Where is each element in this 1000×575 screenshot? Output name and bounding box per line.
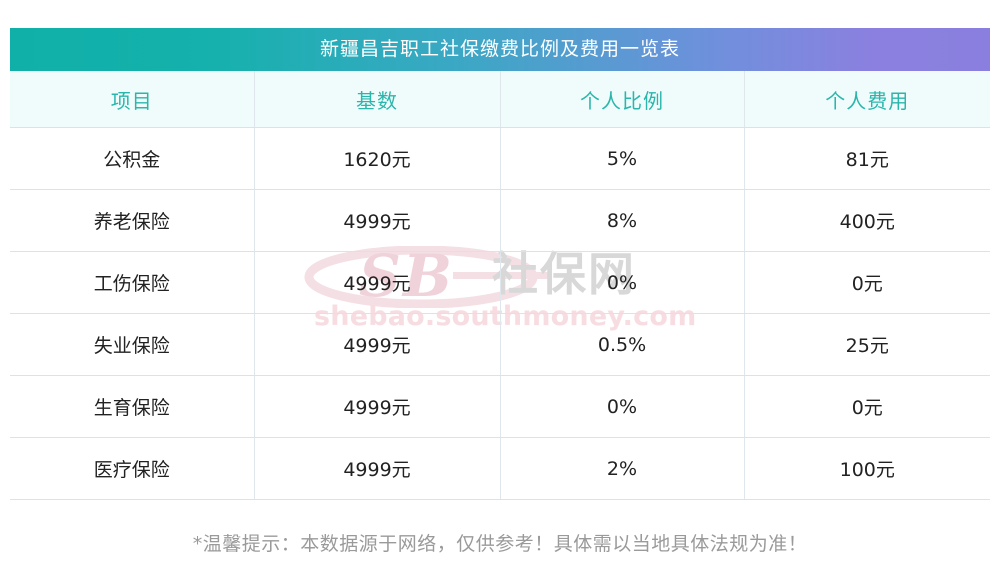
column-header-item: 项目 <box>10 71 255 128</box>
cell-item: 公积金 <box>10 127 255 190</box>
table-row: 失业保险 4999元 0.5% 25元 <box>10 313 990 376</box>
table-title: 新疆昌吉职工社保缴费比例及费用一览表 <box>10 28 990 71</box>
cell-base: 4999元 <box>254 437 501 500</box>
cell-item: 生育保险 <box>10 375 255 438</box>
cell-base: 1620元 <box>254 127 501 190</box>
cell-rate: 0% <box>500 251 745 314</box>
social-insurance-table-container: 新疆昌吉职工社保缴费比例及费用一览表 项目 基数 个人比例 个人费用 公积金 1… <box>10 28 990 500</box>
table-header-row: 项目 基数 个人比例 个人费用 <box>10 71 990 128</box>
cell-base: 4999元 <box>254 189 501 252</box>
cell-fee: 100元 <box>744 437 990 500</box>
table-row: 公积金 1620元 5% 81元 <box>10 127 990 190</box>
cell-base: 4999元 <box>254 251 501 314</box>
cell-item: 失业保险 <box>10 313 255 376</box>
cell-rate: 8% <box>500 189 745 252</box>
cell-fee: 400元 <box>744 189 990 252</box>
table-footnote: *温馨提示：本数据源于网络，仅供参考！具体需以当地具体法规为准！ <box>192 533 808 555</box>
table-row: 工伤保险 4999元 0% 0元 <box>10 251 990 314</box>
table-header: 项目 基数 个人比例 个人费用 <box>10 71 990 128</box>
table-row: 养老保险 4999元 8% 400元 <box>10 189 990 252</box>
social-insurance-table: 项目 基数 个人比例 个人费用 公积金 1620元 5% 81元 养老保险 49… <box>10 71 990 500</box>
cell-rate: 0% <box>500 375 745 438</box>
cell-rate: 2% <box>500 437 745 500</box>
column-header-base: 基数 <box>254 71 501 128</box>
cell-fee: 0元 <box>744 251 990 314</box>
cell-fee: 0元 <box>744 375 990 438</box>
column-header-fee: 个人费用 <box>744 71 990 128</box>
cell-rate: 0.5% <box>500 313 745 376</box>
cell-item: 工伤保险 <box>10 251 255 314</box>
cell-base: 4999元 <box>254 375 501 438</box>
cell-fee: 25元 <box>744 313 990 376</box>
table-body: 公积金 1620元 5% 81元 养老保险 4999元 8% 400元 工伤保险… <box>10 127 990 500</box>
column-header-rate: 个人比例 <box>500 71 745 128</box>
cell-base: 4999元 <box>254 313 501 376</box>
cell-item: 养老保险 <box>10 189 255 252</box>
table-row: 医疗保险 4999元 2% 100元 <box>10 437 990 500</box>
cell-item: 医疗保险 <box>10 437 255 500</box>
cell-fee: 81元 <box>744 127 990 190</box>
table-row: 生育保险 4999元 0% 0元 <box>10 375 990 438</box>
cell-rate: 5% <box>500 127 745 190</box>
